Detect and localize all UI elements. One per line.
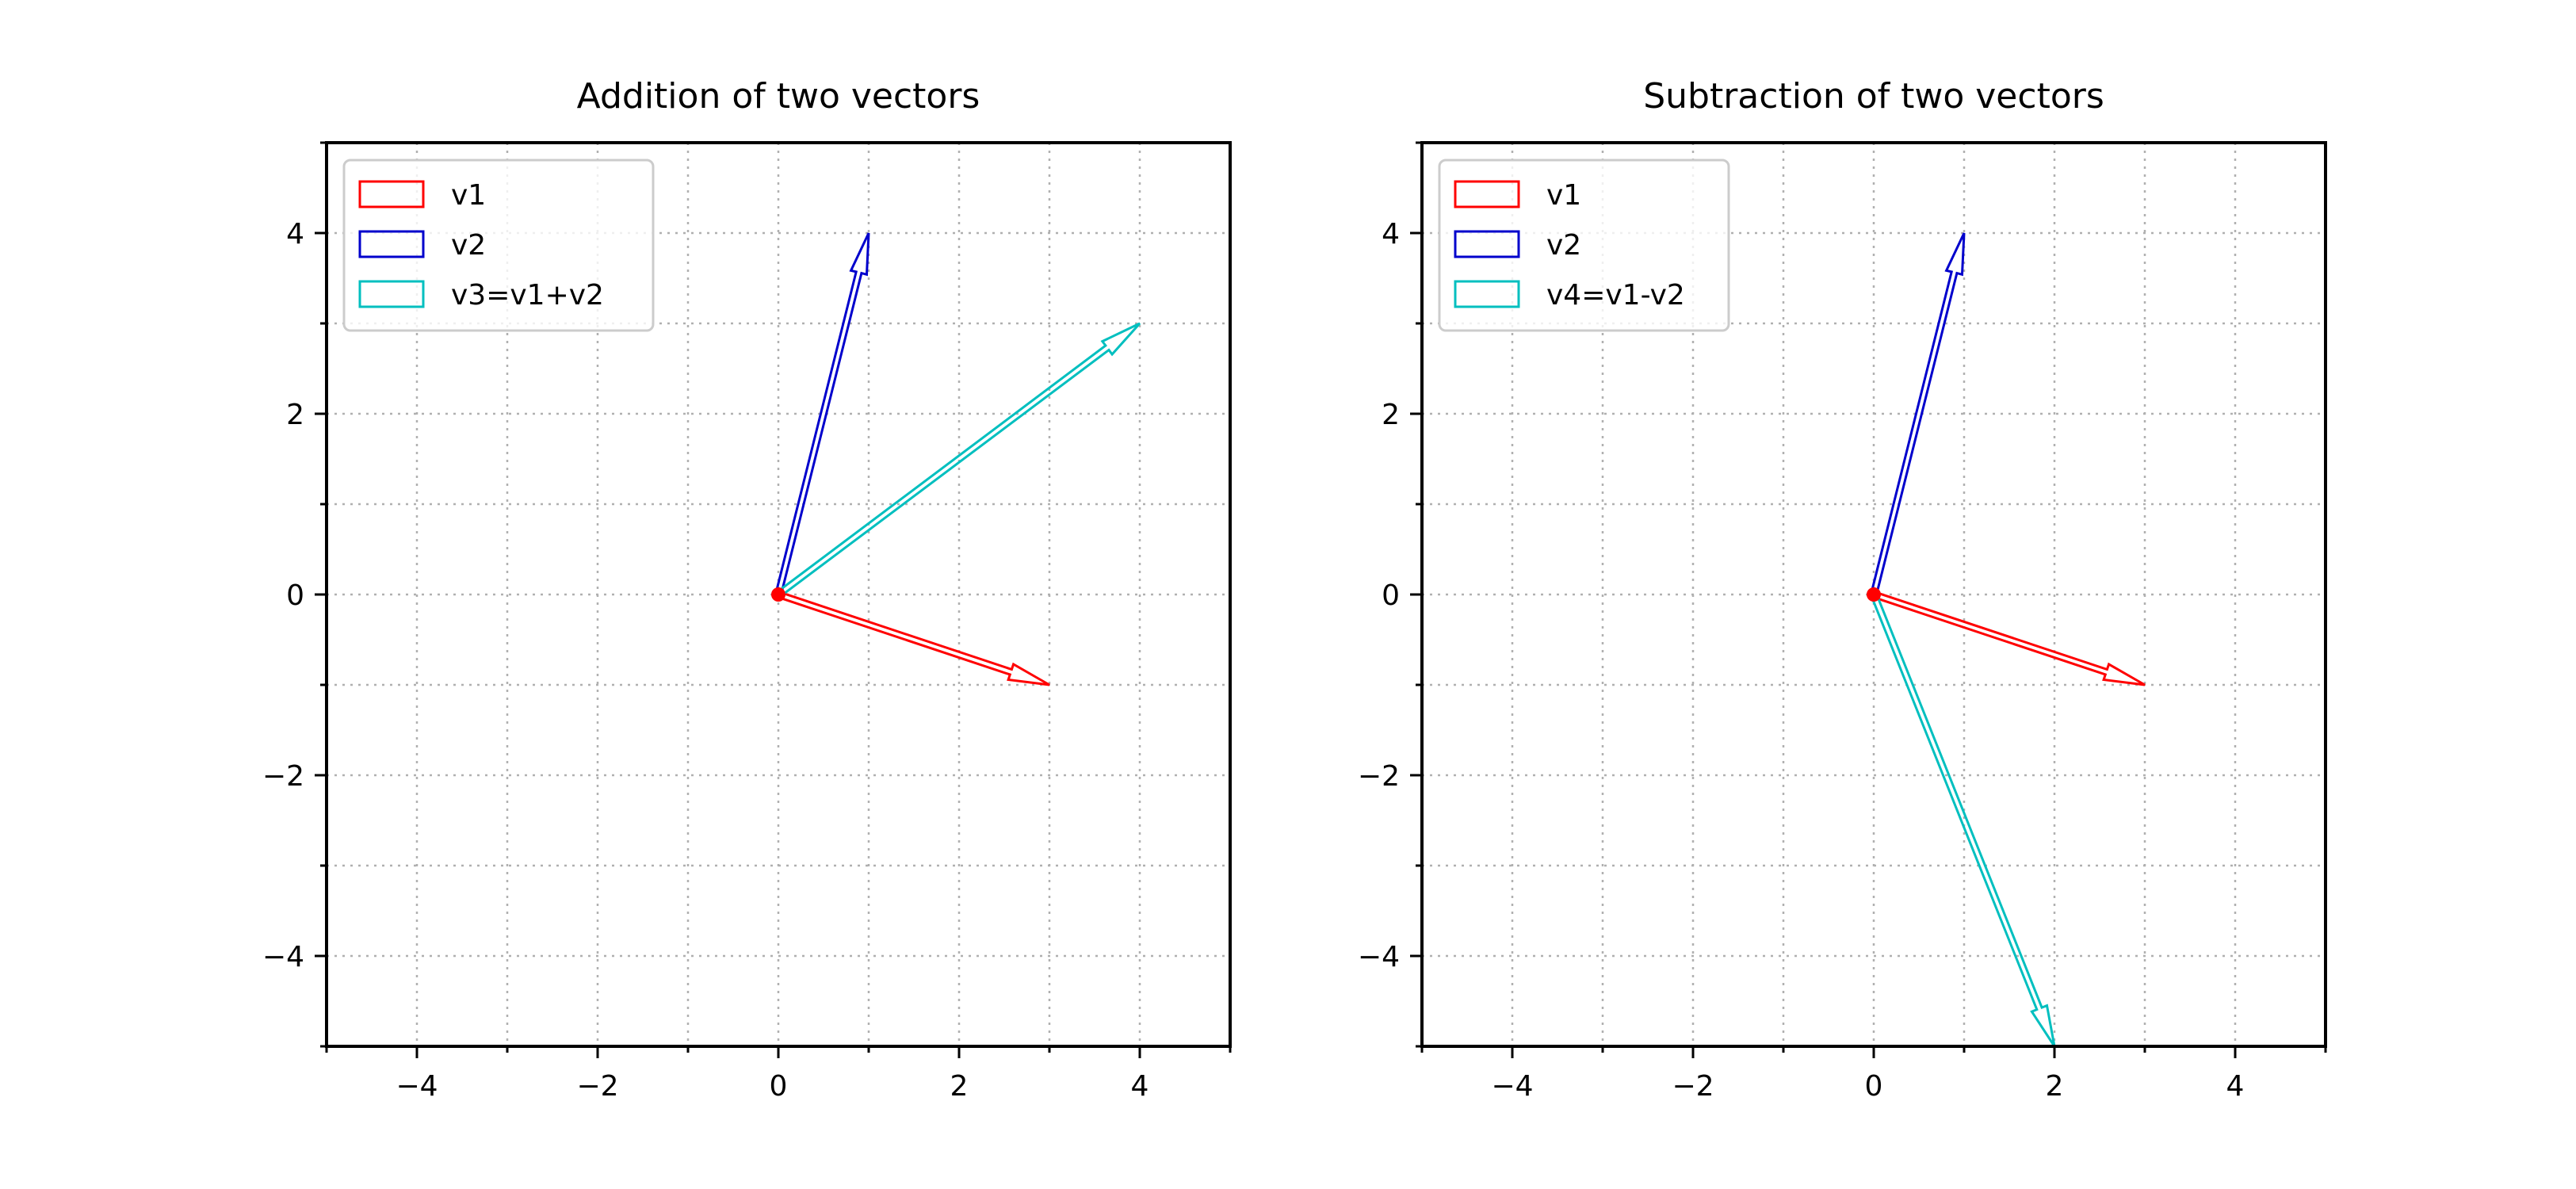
legend-label: v3=v1+v2 [451, 279, 604, 312]
legend-label: v2 [1546, 229, 1581, 262]
x-tick-label: 0 [770, 1070, 788, 1103]
legend-label: v1 [451, 179, 486, 212]
ticks: −4 −4 −2 −2 0 0 2 2 4 4 [1358, 141, 2327, 1103]
y-tick-label: 2 [286, 399, 304, 431]
y-tick-label: 2 [1382, 399, 1400, 431]
chart-title: Addition of two vectors [577, 76, 980, 117]
legend: v1 v2 v4=v1-v2 [1438, 159, 1730, 332]
chart-title: Subtraction of two vectors [1643, 76, 2104, 117]
grid [1422, 143, 2326, 1046]
x-tick-label: −2 [1672, 1070, 1714, 1103]
ticks: −4 −4 −2 −2 0 0 2 2 4 4 [262, 141, 1232, 1103]
x-tick-label: −4 [1491, 1070, 1533, 1103]
panel-2: −4 −4 −2 −2 0 0 2 2 4 4 Subtraction of two vectors… [1358, 76, 2327, 1103]
legend-swatch [358, 230, 425, 258]
x-tick-label: −2 [576, 1070, 618, 1103]
legend-swatch [358, 180, 425, 208]
vector-arrow-v2 [774, 232, 870, 597]
legend-frame [342, 159, 655, 332]
x-tick-label: 2 [2046, 1070, 2064, 1103]
x-tick-label: 2 [950, 1070, 969, 1103]
origin-point [1867, 587, 1881, 602]
vector-arrow-v4 [1869, 591, 2056, 1047]
y-tick-label: 4 [286, 218, 304, 250]
x-tick-label: 4 [1131, 1070, 1149, 1103]
legend-swatch [358, 280, 425, 308]
x-tick-label: 4 [2226, 1070, 2245, 1103]
legend-swatch [1454, 230, 1520, 258]
y-tick-label: 4 [1382, 218, 1400, 250]
legend-label: v2 [451, 229, 486, 262]
y-tick-label: −2 [262, 760, 304, 793]
vector-arrow-v1 [1871, 590, 2146, 686]
vector-arrow-v3 [774, 322, 1141, 598]
origin-point [771, 587, 785, 602]
y-tick-label: −4 [1358, 941, 1400, 973]
y-tick-label: 0 [1382, 579, 1400, 612]
legend-frame [1438, 159, 1730, 332]
legend-label: v4=v1-v2 [1546, 279, 1685, 312]
vector-arrow-v2 [1869, 232, 1966, 597]
y-tick-label: −2 [1358, 760, 1400, 793]
vector-arrow-v1 [775, 590, 1050, 686]
legend: v1 v2 v3=v1+v2 [342, 159, 655, 332]
x-tick-label: 0 [1865, 1070, 1883, 1103]
legend-swatch [1454, 280, 1520, 308]
y-tick-label: −4 [262, 941, 304, 973]
legend-label: v1 [1546, 179, 1581, 212]
legend-swatch [1454, 180, 1520, 208]
x-tick-label: −4 [396, 1070, 438, 1103]
y-tick-label: 0 [286, 579, 304, 612]
